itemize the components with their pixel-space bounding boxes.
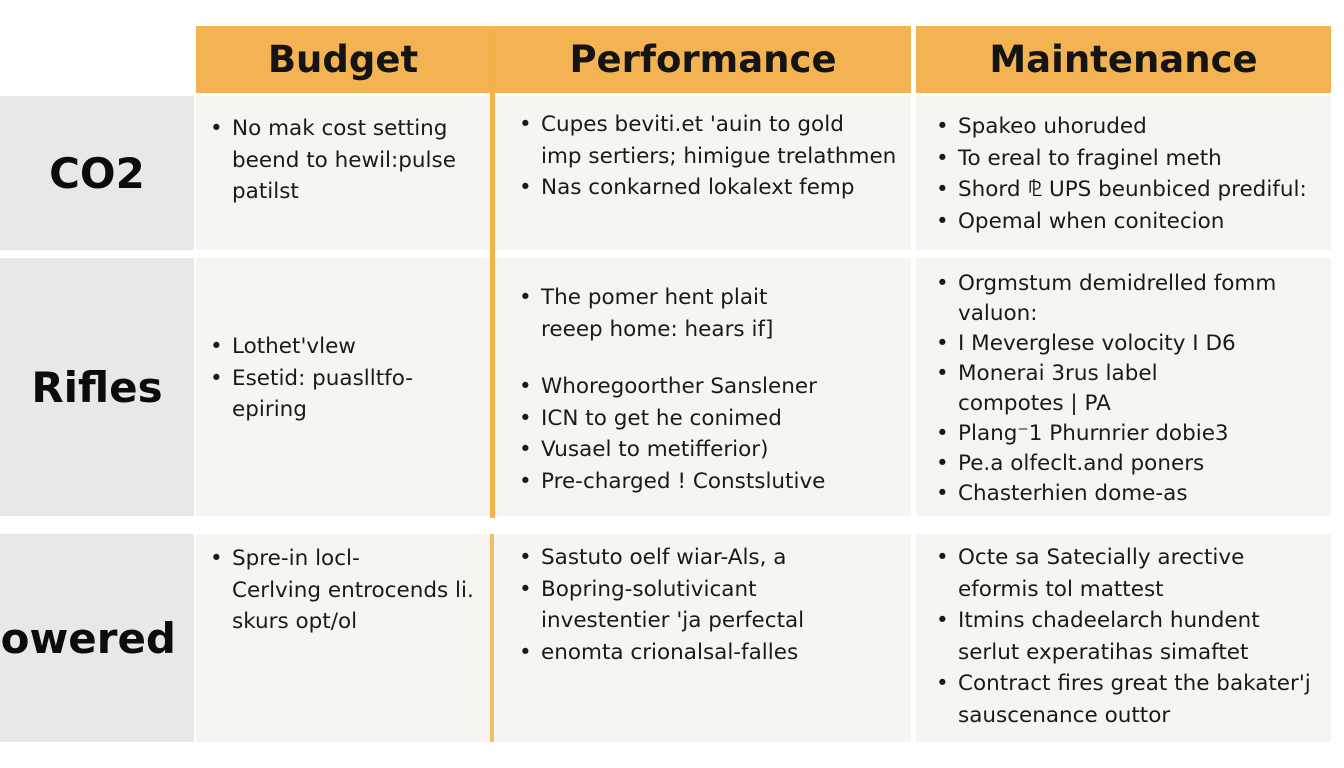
row-header-rifles: Rifles bbox=[0, 258, 194, 516]
list-item: Pre-charged ! Constslutive bbox=[519, 466, 825, 498]
list-item: Spakeo uhoruded bbox=[936, 111, 1307, 143]
cell-powered-budget: Spre-in locl- Cerlving entrocends li. sk… bbox=[196, 534, 490, 742]
list-item: Whoregoorther Sanslener bbox=[519, 371, 825, 403]
column-divider bbox=[490, 534, 494, 742]
list-item: No mak cost setting beend to hewil:pulse… bbox=[210, 113, 456, 208]
row-header-powered: Powered bbox=[0, 534, 194, 742]
list-item: Contract fires great the bakater'j sausc… bbox=[936, 668, 1311, 731]
list-item: Orgmstum demidrelled fomm valuon: bbox=[936, 269, 1276, 329]
list-item: Cupes beviti.et 'auin to gold imp sertie… bbox=[519, 109, 896, 172]
cell-co2-performance: Cupes beviti.et 'auin to gold imp sertie… bbox=[495, 96, 911, 250]
list-item: The pomer hent plait reeep home: hears i… bbox=[519, 282, 825, 345]
list-item: Vusael to metifferior) bbox=[519, 434, 825, 466]
list-item: Pe.a olfeclt.and poners bbox=[936, 449, 1276, 479]
list-item: Itmins chadeelarch hundent serlut expera… bbox=[936, 605, 1311, 668]
column-divider bbox=[490, 26, 495, 518]
list-item: Sastuto oelf wiar-Als, a bbox=[519, 542, 804, 574]
list-item: Octe sa Satecially arective eformis tol … bbox=[936, 542, 1311, 605]
cell-co2-maintenance: Spakeo uhoruded To ereal to fraginel met… bbox=[916, 96, 1331, 250]
cell-rifles-maintenance: Orgmstum demidrelled fomm valuon: I Meve… bbox=[916, 258, 1331, 516]
column-header-maintenance: Maintenance bbox=[916, 26, 1331, 93]
list-item: Opemal when conitecion bbox=[936, 206, 1307, 238]
cell-rifles-performance: The pomer hent plait reeep home: hears i… bbox=[495, 258, 911, 516]
cell-rifles-budget: Lothet'vlew Esetid: puaslltfo- epiring bbox=[196, 258, 490, 516]
list-item: enomta crionalsal-falles bbox=[519, 637, 804, 669]
list-item: Monerai 3rus label compotes | PA bbox=[936, 359, 1276, 419]
list-item: Esetid: puaslltfo- epiring bbox=[210, 363, 413, 426]
list-item: Nas conkarned lokalext femp bbox=[519, 172, 896, 204]
cell-powered-maintenance: Octe sa Satecially arective eformis tol … bbox=[916, 534, 1331, 742]
column-header-budget: Budget bbox=[196, 26, 490, 93]
cell-co2-budget: No mak cost setting beend to hewil:pulse… bbox=[196, 96, 490, 250]
list-item: I Meverglese volocity I D6 bbox=[936, 329, 1276, 359]
list-item: Chasterhien dome-as bbox=[936, 479, 1276, 509]
column-header-performance: Performance bbox=[495, 26, 911, 93]
row-header-co2: CO2 bbox=[0, 96, 194, 250]
list-item: Bopring-solutivicant investentier 'ja pe… bbox=[519, 574, 804, 637]
list-item: Lothet'vlew bbox=[210, 331, 413, 363]
list-item: Plang⁻1 Phurnrier dobie3 bbox=[936, 419, 1276, 449]
cell-powered-performance: Sastuto oelf wiar-Als, a Bopring-solutiv… bbox=[495, 534, 911, 742]
list-item: Spre-in locl- Cerlving entrocends li. sk… bbox=[210, 543, 474, 638]
list-item: To ereal to fraginel meth bbox=[936, 143, 1307, 175]
list-item: Shord ⅊ UPS beunbiced prediful: bbox=[936, 174, 1307, 206]
list-item: ICN to get he conimed bbox=[519, 403, 825, 435]
